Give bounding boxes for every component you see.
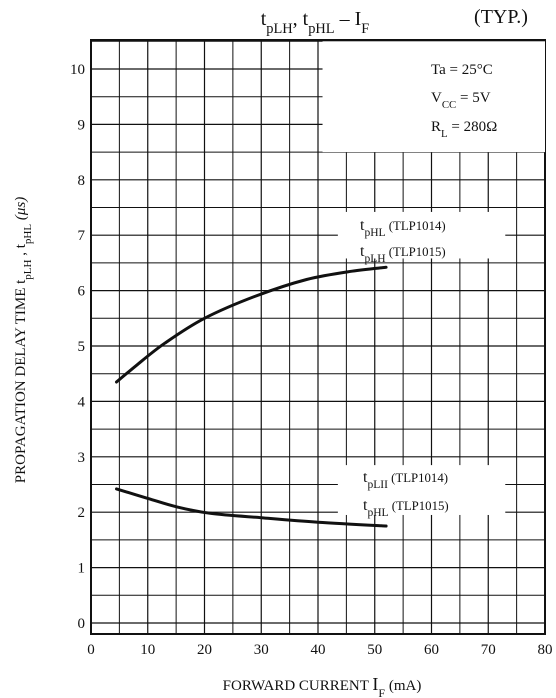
y-tick-label: 4 bbox=[78, 394, 86, 410]
curve-labels: tpHL (TLP1014) tpLH (TLP1015) tpLII (TLP10… bbox=[337, 211, 506, 519]
x-axis-label: FORWARD CURRENT IF (mA) bbox=[223, 674, 422, 698]
x-tick-label: 10 bbox=[140, 642, 155, 658]
x-tick-label: 70 bbox=[481, 642, 496, 658]
curve-label-bg bbox=[337, 211, 506, 259]
x-tick-label: 20 bbox=[197, 642, 212, 658]
x-tick-labels: 0 10 20 30 40 50 60 70 80 bbox=[87, 642, 552, 658]
y-tick-label: 3 bbox=[78, 450, 86, 466]
y-tick-labels: 0 1 2 3 4 5 6 7 8 9 10 bbox=[70, 62, 86, 632]
y-tick-label: 2 bbox=[78, 505, 86, 521]
series-line-2 bbox=[115, 487, 388, 528]
condition-line: VCC = 5V bbox=[431, 90, 491, 111]
condition-line: RL = 280Ω bbox=[431, 119, 497, 140]
series-lines bbox=[115, 265, 388, 528]
conditions-box bbox=[322, 41, 545, 153]
condition-line: Ta = 25°C bbox=[431, 62, 493, 78]
y-axis-title: PROPAGATION DELAY TIME tpLH , tpHL (μs) bbox=[13, 197, 34, 483]
x-tick-label: 30 bbox=[254, 642, 269, 658]
chart-title: tpLH, tpHL – IF (TYP.) bbox=[261, 6, 528, 37]
y-tick-label: 9 bbox=[78, 117, 86, 133]
x-tick-label: 60 bbox=[424, 642, 439, 658]
curve-label-line: tpLII (TLP1014) bbox=[363, 469, 448, 491]
y-tick-label: 6 bbox=[78, 284, 86, 300]
x-tick-label: 0 bbox=[87, 642, 95, 658]
x-tick-label: 50 bbox=[367, 642, 382, 658]
y-tick-label: 1 bbox=[78, 561, 86, 577]
y-tick-label: 8 bbox=[78, 173, 86, 189]
curve-label-line: tpHL (TLP1014) bbox=[360, 217, 446, 239]
y-axis-label: PROPAGATION DELAY TIME tpLH , tpHL (μs) bbox=[13, 197, 34, 483]
x-axis-title: FORWARD CURRENT IF (mA) bbox=[223, 674, 422, 698]
y-tick-label: 5 bbox=[78, 339, 86, 355]
plot-frame bbox=[90, 39, 546, 635]
x-tick-label: 40 bbox=[311, 642, 326, 658]
x-tick-label: 80 bbox=[538, 642, 553, 658]
curve-label-line: tpLH (TLP1015) bbox=[360, 243, 446, 265]
y-tick-label: 7 bbox=[78, 228, 86, 244]
test-conditions: Ta = 25°C VCC = 5V RL = 280Ω bbox=[322, 41, 545, 153]
chart-title-typ: (TYP.) bbox=[474, 6, 528, 28]
y-tick-label: 10 bbox=[70, 62, 85, 78]
curve-label-line: tpHL (TLP1015) bbox=[363, 497, 449, 519]
y-tick-label: 0 bbox=[78, 616, 86, 632]
curve-label-bg bbox=[337, 465, 506, 515]
series-line-1 bbox=[115, 265, 388, 384]
chart-title-text: tpLH, tpHL – IF bbox=[261, 8, 370, 37]
